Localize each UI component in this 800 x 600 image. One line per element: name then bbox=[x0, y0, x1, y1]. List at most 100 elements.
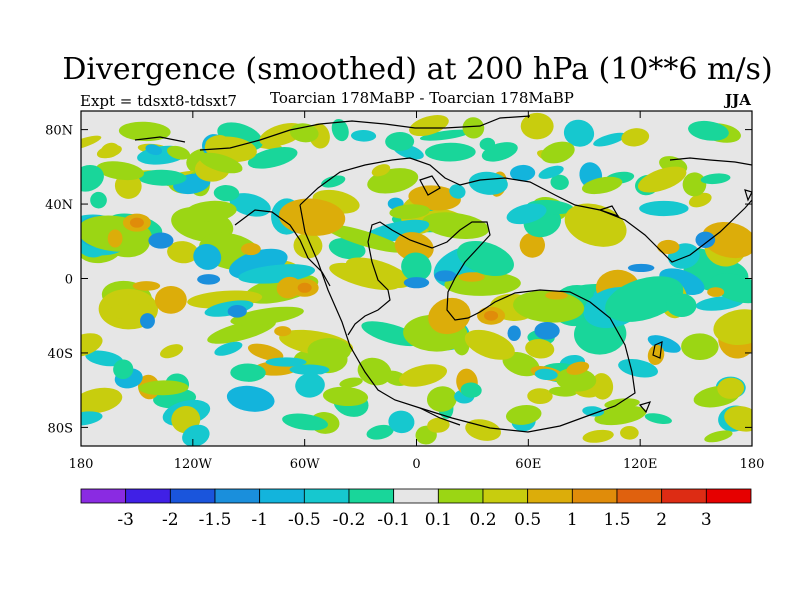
field-patch bbox=[403, 277, 430, 289]
field-patch bbox=[505, 404, 542, 425]
field-patch bbox=[274, 326, 292, 337]
field-patch bbox=[519, 232, 546, 258]
field-patch bbox=[525, 338, 555, 359]
x-tick-label: 180 bbox=[740, 457, 765, 472]
field-patch bbox=[357, 357, 392, 386]
field-patch bbox=[710, 273, 752, 304]
field-patch bbox=[717, 377, 745, 399]
field-patch bbox=[388, 410, 415, 434]
field-patch bbox=[293, 232, 323, 259]
arctic-coast bbox=[134, 115, 531, 151]
field-patch bbox=[145, 144, 163, 156]
field-patch bbox=[647, 344, 665, 365]
colorbar-swatch bbox=[661, 488, 707, 504]
x-tick-label: 120E bbox=[623, 457, 657, 472]
field-patch bbox=[81, 333, 103, 357]
field-patch bbox=[213, 185, 240, 202]
field-patch bbox=[647, 335, 681, 353]
field-patch bbox=[247, 147, 298, 169]
field-patch bbox=[462, 117, 485, 139]
field-patch bbox=[214, 341, 243, 356]
field-patch bbox=[167, 145, 191, 160]
chart-title: Divergence (smoothed) at 200 hPa (10**6 … bbox=[62, 52, 773, 87]
field-patch bbox=[707, 287, 725, 297]
field-patch bbox=[502, 351, 540, 377]
field-patch bbox=[185, 200, 237, 222]
field-patch bbox=[534, 321, 560, 340]
x-tick-label: 180 bbox=[69, 457, 94, 472]
colorbar-swatch bbox=[259, 488, 305, 504]
colorbar-label: 2 bbox=[656, 510, 667, 530]
field-patch bbox=[394, 232, 434, 262]
field-patch bbox=[695, 231, 716, 248]
field-patch bbox=[85, 350, 124, 367]
pangea-outline bbox=[299, 157, 752, 433]
field-patch bbox=[621, 128, 650, 147]
field-patch bbox=[639, 200, 689, 217]
field-patch bbox=[702, 222, 752, 259]
field-patch bbox=[113, 359, 134, 380]
field-patch bbox=[154, 285, 187, 314]
field-patch bbox=[366, 424, 394, 440]
field-patch bbox=[107, 229, 123, 248]
field-patch bbox=[385, 132, 415, 151]
field-patch bbox=[160, 344, 184, 359]
divergence-field bbox=[81, 112, 752, 446]
field-patch bbox=[278, 198, 346, 236]
field-patch bbox=[138, 380, 189, 396]
field-patch bbox=[129, 217, 144, 228]
field-patch bbox=[620, 426, 639, 440]
field-patch bbox=[422, 212, 489, 239]
field-patch bbox=[479, 137, 496, 151]
y-tick-label: 0 bbox=[65, 273, 73, 288]
field-patch bbox=[81, 387, 123, 414]
field-patch bbox=[563, 119, 595, 147]
field-patch bbox=[329, 262, 401, 291]
field-patch bbox=[688, 120, 729, 141]
field-patch bbox=[713, 309, 752, 346]
y-tick-label: 80S bbox=[48, 421, 73, 436]
field-patch bbox=[449, 184, 466, 199]
field-patch bbox=[465, 419, 502, 441]
field-patch bbox=[627, 263, 655, 273]
field-patch bbox=[527, 388, 553, 405]
field-patch bbox=[605, 276, 684, 322]
field-patch bbox=[289, 364, 330, 375]
field-patch bbox=[81, 411, 103, 426]
field-patch bbox=[198, 152, 243, 174]
colorbar-label: 0.5 bbox=[514, 510, 541, 530]
west-coast bbox=[234, 209, 331, 287]
field-patch bbox=[682, 172, 707, 197]
colorbar-label: -0.1 bbox=[377, 510, 410, 530]
field-patch bbox=[434, 270, 457, 282]
colorbar-swatch bbox=[527, 488, 573, 504]
field-patch bbox=[182, 424, 210, 446]
field-patch bbox=[700, 173, 731, 185]
field-patch bbox=[321, 175, 346, 188]
field-patch bbox=[460, 382, 482, 398]
colorbar-swatch bbox=[482, 488, 529, 504]
field-patch bbox=[637, 166, 687, 193]
field-patch bbox=[371, 164, 391, 177]
colorbar-swatch bbox=[80, 488, 127, 504]
colorbar-label: 3 bbox=[701, 510, 712, 530]
field-patch bbox=[555, 367, 597, 392]
field-patch bbox=[426, 386, 457, 412]
colorbar-label: 0.2 bbox=[469, 510, 496, 530]
field-patch bbox=[295, 373, 325, 398]
field-patch bbox=[594, 405, 647, 426]
field-patch bbox=[339, 377, 363, 388]
field-patch bbox=[464, 329, 515, 360]
continent-outlines bbox=[134, 115, 752, 433]
colorbar-swatch bbox=[169, 488, 216, 504]
field-patch bbox=[399, 364, 448, 387]
x-tick-label: 60E bbox=[515, 457, 541, 472]
field-patch bbox=[688, 192, 712, 208]
field-patch bbox=[205, 135, 228, 149]
field-patch bbox=[197, 274, 221, 285]
field-patch bbox=[401, 252, 432, 282]
colorbar-swatch bbox=[214, 488, 261, 504]
field-patch bbox=[618, 358, 658, 378]
field-patch bbox=[582, 429, 614, 443]
